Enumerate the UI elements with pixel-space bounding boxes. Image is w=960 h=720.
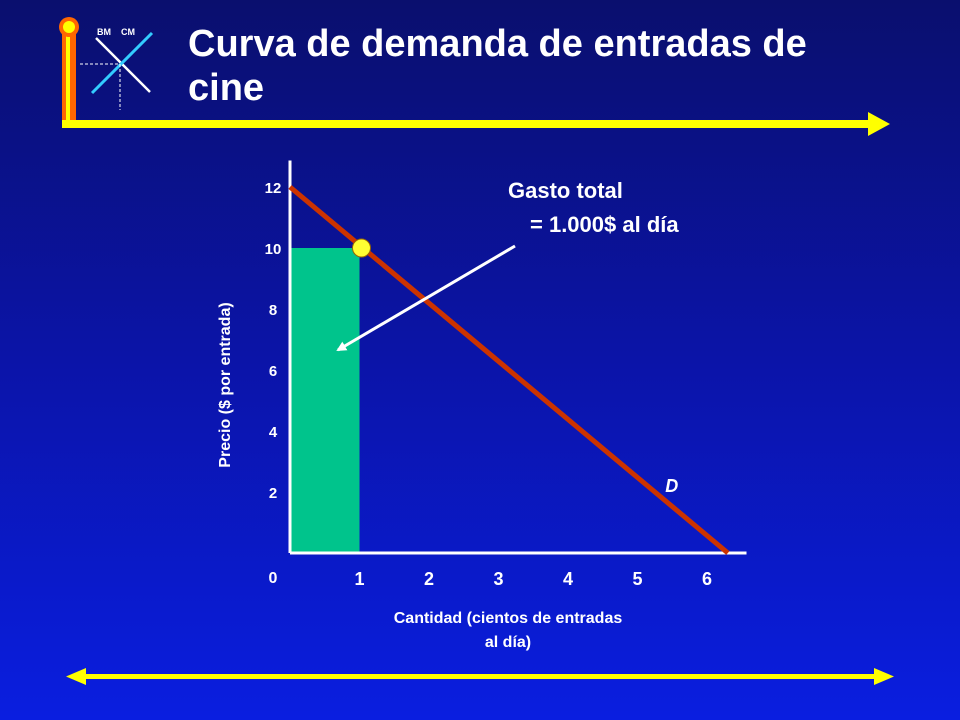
y-tick-label: 12 xyxy=(265,180,282,197)
x-tick-label: 1 xyxy=(354,569,364,589)
y-tick-label: 4 xyxy=(269,424,278,441)
logo-text-cm: CM xyxy=(121,27,135,37)
slide-title: Curva de demanda de entradas de cine xyxy=(188,23,807,109)
annotation-title: Gasto total xyxy=(508,178,623,203)
logo-supply-line xyxy=(90,31,154,95)
x-tick-label: 2 xyxy=(424,569,434,589)
logo-yellow-dot xyxy=(63,21,75,33)
x-tick-label: 3 xyxy=(493,569,503,589)
bottom-yellow-arrow xyxy=(66,668,894,685)
top-arrow-shaft xyxy=(62,120,872,128)
total-revenue-area xyxy=(290,248,360,553)
x-axis-label-line1: Cantidad (cientos de entradas xyxy=(394,610,623,627)
x-tick-label: 5 xyxy=(632,569,642,589)
y-tick-label: 10 xyxy=(265,241,282,258)
demand-curve-label: D xyxy=(665,476,678,496)
y-tick-labels: 2 4 6 8 10 12 xyxy=(265,180,282,502)
y-axis-label: Precio ($ por entrada) xyxy=(217,302,234,467)
annotation-value: = 1.000$ al día xyxy=(530,212,679,237)
top-yellow-arrow xyxy=(62,112,890,136)
y-tick-label: 2 xyxy=(269,485,277,502)
bottom-arrow-left-head xyxy=(66,668,86,685)
annotation-arrow xyxy=(336,244,516,352)
y-tick-label: 6 xyxy=(269,363,277,380)
bottom-arrow-right-head xyxy=(874,668,894,685)
logo-demand-line xyxy=(95,37,151,93)
bottom-arrow-shaft xyxy=(82,674,877,679)
x-tick-label: 6 xyxy=(702,569,712,589)
origin-label: 0 xyxy=(269,570,278,587)
top-arrow-head xyxy=(868,112,890,136)
logo: BM CM xyxy=(59,17,154,125)
x-tick-labels: 1 2 3 4 5 6 xyxy=(354,569,712,589)
logo-text-bm: BM xyxy=(97,27,111,37)
x-tick-label: 4 xyxy=(563,569,573,589)
highlight-point xyxy=(352,238,371,258)
y-tick-label: 8 xyxy=(269,302,277,319)
logo-yellow-stripe xyxy=(66,25,70,125)
x-axis-label-line2: al día) xyxy=(485,634,531,651)
